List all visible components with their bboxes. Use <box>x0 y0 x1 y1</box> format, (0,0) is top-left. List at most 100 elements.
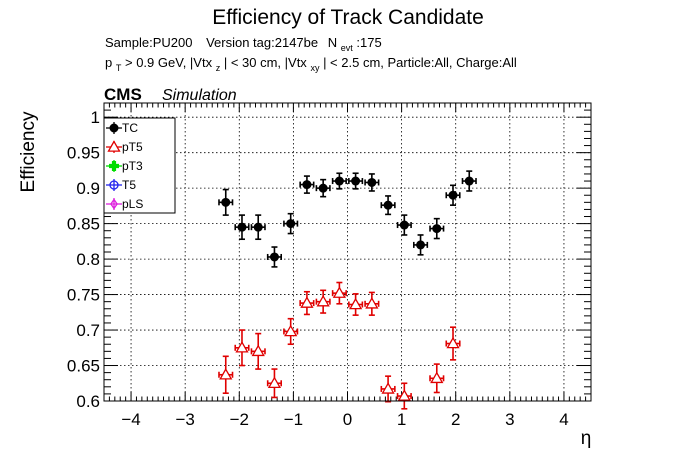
data-point-pT5 <box>250 332 266 370</box>
x-tick-label: 3 <box>505 410 514 429</box>
x-tick-label: 2 <box>451 410 460 429</box>
vtxz-subscript: z <box>216 63 221 73</box>
marker-TC <box>334 176 344 186</box>
marker-pT5 <box>332 286 347 298</box>
x-tick-label: −3 <box>175 410 194 429</box>
data-point-pT5 <box>283 317 299 346</box>
x-tick-label: 4 <box>559 410 568 429</box>
series-pT5 <box>218 281 461 410</box>
data-point-TC <box>283 212 299 235</box>
legend-entry-T5: T5 <box>106 178 136 192</box>
marker-pT5 <box>251 344 265 357</box>
data-point-pT5 <box>429 363 445 394</box>
data-point-TC <box>299 175 315 194</box>
marker-TC <box>416 240 426 250</box>
data-point-pT5 <box>364 291 380 316</box>
marker-TC <box>464 176 474 186</box>
marker-TC <box>318 183 328 193</box>
data-point-TC <box>218 188 234 216</box>
y-tick-label: 0.6 <box>76 392 100 411</box>
data-point-pT5 <box>234 329 250 367</box>
data-point-pT5 <box>348 293 364 316</box>
legend-label: TC <box>122 121 138 135</box>
y-tick-label: 0.85 <box>67 215 100 234</box>
legend-label: pLS <box>122 197 143 211</box>
data-point-pT5 <box>396 382 412 410</box>
data-point-pT5 <box>299 290 315 316</box>
legend-entry-pT5: pT5 <box>106 140 143 154</box>
vtxz-cut: | < 30 cm, |Vtx <box>224 55 307 70</box>
pt-subscript: T <box>116 63 122 73</box>
marker-TC <box>383 200 393 210</box>
y-tick-label: 0.8 <box>76 250 100 269</box>
legend-marker <box>109 123 119 133</box>
y-tick-label: 0.9 <box>76 179 100 198</box>
grid <box>104 103 591 402</box>
legend-label: pT5 <box>122 140 143 154</box>
data-point-TC <box>396 214 412 236</box>
data-point-pT5 <box>445 326 461 361</box>
x-axis-label: η <box>581 428 592 449</box>
data-point-pT5 <box>380 375 396 403</box>
version-label: Version tag:2147be <box>206 35 318 50</box>
data-points <box>218 170 477 410</box>
y-tick-label: 0.95 <box>67 144 100 163</box>
data-point-pT5 <box>266 368 283 399</box>
data-point-TC <box>412 234 429 256</box>
series-TC <box>218 170 477 268</box>
data-point-TC <box>461 170 477 192</box>
marker-TC <box>399 220 409 230</box>
x-tick-label: −1 <box>284 410 303 429</box>
y-tick-label: 0.75 <box>67 286 100 305</box>
data-point-pT5 <box>315 289 331 314</box>
marker-pT5 <box>365 296 379 309</box>
marker-pT5 <box>284 324 298 337</box>
marker-TC <box>237 222 247 232</box>
legend-marker <box>107 140 121 152</box>
data-point-pT5 <box>218 355 234 394</box>
data-point-TC <box>234 214 250 241</box>
legend-marker <box>109 161 119 171</box>
data-point-pT5 <box>331 281 347 305</box>
sample-label: Sample:PU200 <box>105 35 192 50</box>
marker-pT5 <box>300 296 314 308</box>
marker-TC <box>286 219 296 229</box>
legend: TC pT5 pT3 T5 pLS <box>103 117 176 214</box>
x-tick-label: 0 <box>343 410 352 429</box>
marker-pT5 <box>430 371 444 384</box>
plot-frame <box>103 102 592 402</box>
legend-entry-pLS: pLS <box>106 197 143 211</box>
marker-pT5 <box>397 389 411 401</box>
cut-rest: | < 2.5 cm, Particle:All, Charge:All <box>323 55 517 70</box>
data-point-TC <box>250 214 266 241</box>
info-line-1: Sample:PU200 Version tag:2147be N evt :1… <box>105 35 382 54</box>
legend-entry-pT3: pT3 <box>106 159 143 173</box>
data-point-TC <box>429 217 445 240</box>
y-axis-label: Efficiency <box>18 111 39 192</box>
nevt-value: :175 <box>356 35 381 50</box>
data-point-TC <box>364 173 380 192</box>
info-line-2: p T > 0.9 GeV, |Vtx z | < 30 cm, |Vtx xy… <box>105 55 517 74</box>
legend-marker <box>110 198 118 210</box>
marker-pT5 <box>219 367 233 380</box>
data-point-TC <box>266 246 283 268</box>
legend-marker <box>109 180 119 190</box>
marker-pT5 <box>446 336 460 349</box>
y-tick-label: 0.65 <box>67 357 100 376</box>
marker-pT5 <box>381 382 395 394</box>
marker-TC <box>221 197 231 207</box>
chart-title: Efficiency of Track Candidate <box>212 6 484 29</box>
vtxxy-subscript: xy <box>310 63 320 73</box>
marker-TC <box>269 252 279 262</box>
marker-TC <box>302 180 312 190</box>
x-tick-label: −2 <box>230 410 249 429</box>
marker-TC <box>351 176 361 186</box>
y-tick-label: 0.7 <box>76 321 100 340</box>
marker-pT5 <box>316 294 330 307</box>
legend-entry-TC: TC <box>106 121 138 135</box>
marker-TC <box>432 224 442 234</box>
nevt-symbol: N <box>328 35 337 50</box>
pt-cut: > 0.9 GeV, |Vtx <box>125 55 213 70</box>
y-tick-label: 1 <box>91 108 100 127</box>
marker-pT5 <box>348 297 363 310</box>
